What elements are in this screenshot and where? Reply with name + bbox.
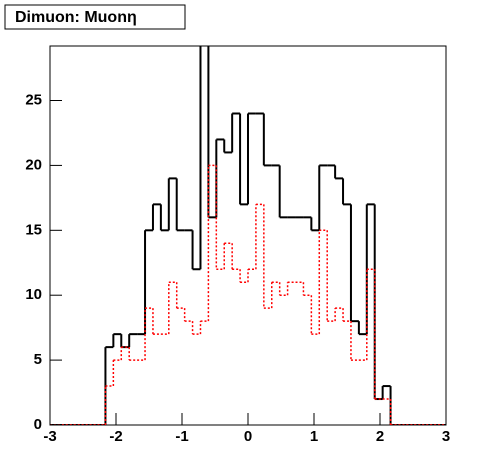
y-tick-label: 10 <box>25 286 42 303</box>
x-tick-label: -2 <box>109 428 122 445</box>
x-tick-label: 0 <box>244 428 252 445</box>
x-tick-label: 1 <box>310 428 318 445</box>
y-tick-label: 5 <box>34 351 42 368</box>
x-tick-label: -3 <box>43 428 56 445</box>
title-box <box>4 4 186 30</box>
x-tick-label: 2 <box>376 428 384 445</box>
y-tick-label: 15 <box>25 221 42 238</box>
chart-title: Dimuon: Muonη <box>15 9 137 26</box>
y-tick-label: 20 <box>25 156 42 173</box>
y-tick-label: 25 <box>25 91 42 108</box>
x-tick-label: 3 <box>442 428 450 445</box>
y-tick-label: 0 <box>34 416 42 433</box>
plot-area <box>50 46 446 425</box>
x-tick-label: -1 <box>175 428 188 445</box>
